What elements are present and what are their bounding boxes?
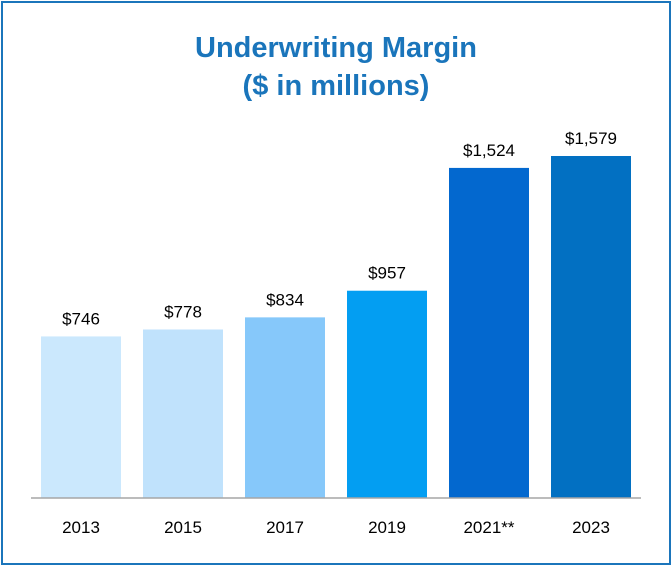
value-label: $834: [266, 290, 304, 309]
category-labels-group: 2013 2015 2017 2019 2021** 2023: [62, 518, 610, 537]
category-label: 2017: [266, 518, 304, 537]
chart-subtitle: ($ in millions): [242, 70, 430, 102]
bar-2017: [245, 317, 325, 498]
value-label: $778: [164, 302, 202, 321]
category-label: 2013: [62, 518, 100, 537]
category-label: 2019: [368, 518, 406, 537]
value-label: $1,524: [463, 141, 515, 160]
category-label: 2015: [164, 518, 202, 537]
category-label: 2021**: [463, 518, 514, 537]
bar-2015: [143, 329, 223, 498]
category-label: 2023: [572, 518, 610, 537]
bar-2013: [41, 336, 121, 498]
bar-2021: [449, 167, 529, 498]
value-labels-group: $746 $778 $834 $957 $1,524 $1,579: [62, 129, 617, 328]
value-label: $957: [368, 264, 406, 283]
bar-2023: [551, 156, 631, 498]
chart-title-line-1: Underwriting Margin: [195, 32, 477, 64]
chart-title: Underwriting Margin ($ in millions): [3, 29, 669, 105]
bar-2019: [347, 290, 427, 498]
bars-group: [41, 156, 631, 498]
value-label: $746: [62, 309, 100, 328]
value-label: $1,579: [565, 129, 617, 148]
